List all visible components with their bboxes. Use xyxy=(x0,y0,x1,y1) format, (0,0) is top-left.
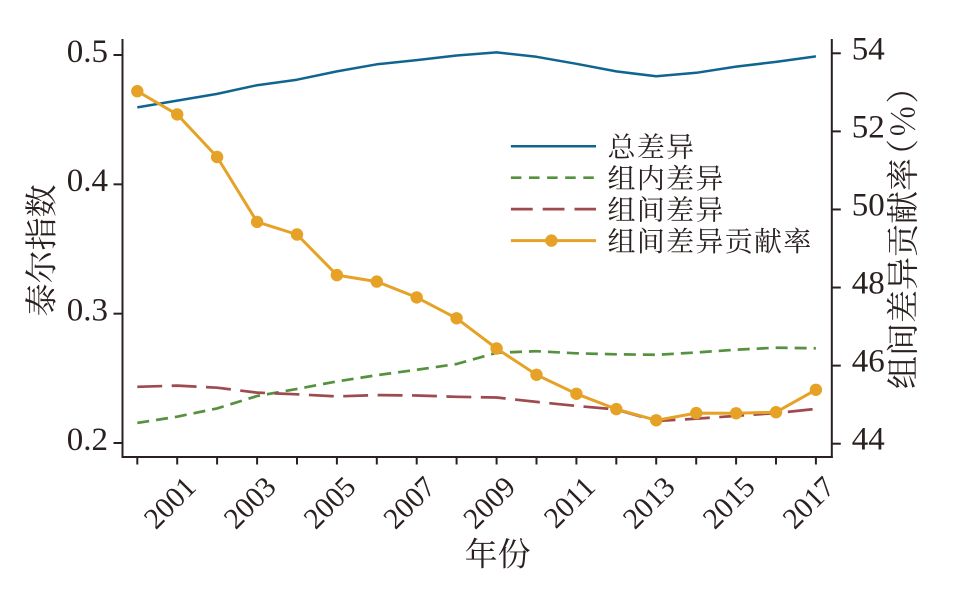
svg-text:0.5: 0.5 xyxy=(67,34,108,70)
svg-text:54: 54 xyxy=(852,31,885,67)
svg-text:0.4: 0.4 xyxy=(67,163,108,199)
svg-text:0.3: 0.3 xyxy=(67,293,108,329)
svg-text:44: 44 xyxy=(852,422,885,458)
svg-text:46: 46 xyxy=(852,344,885,380)
svg-text:50: 50 xyxy=(852,188,885,224)
svg-text:48: 48 xyxy=(852,266,885,302)
svg-text:0.2: 0.2 xyxy=(67,422,108,458)
svg-text:52: 52 xyxy=(852,109,885,145)
